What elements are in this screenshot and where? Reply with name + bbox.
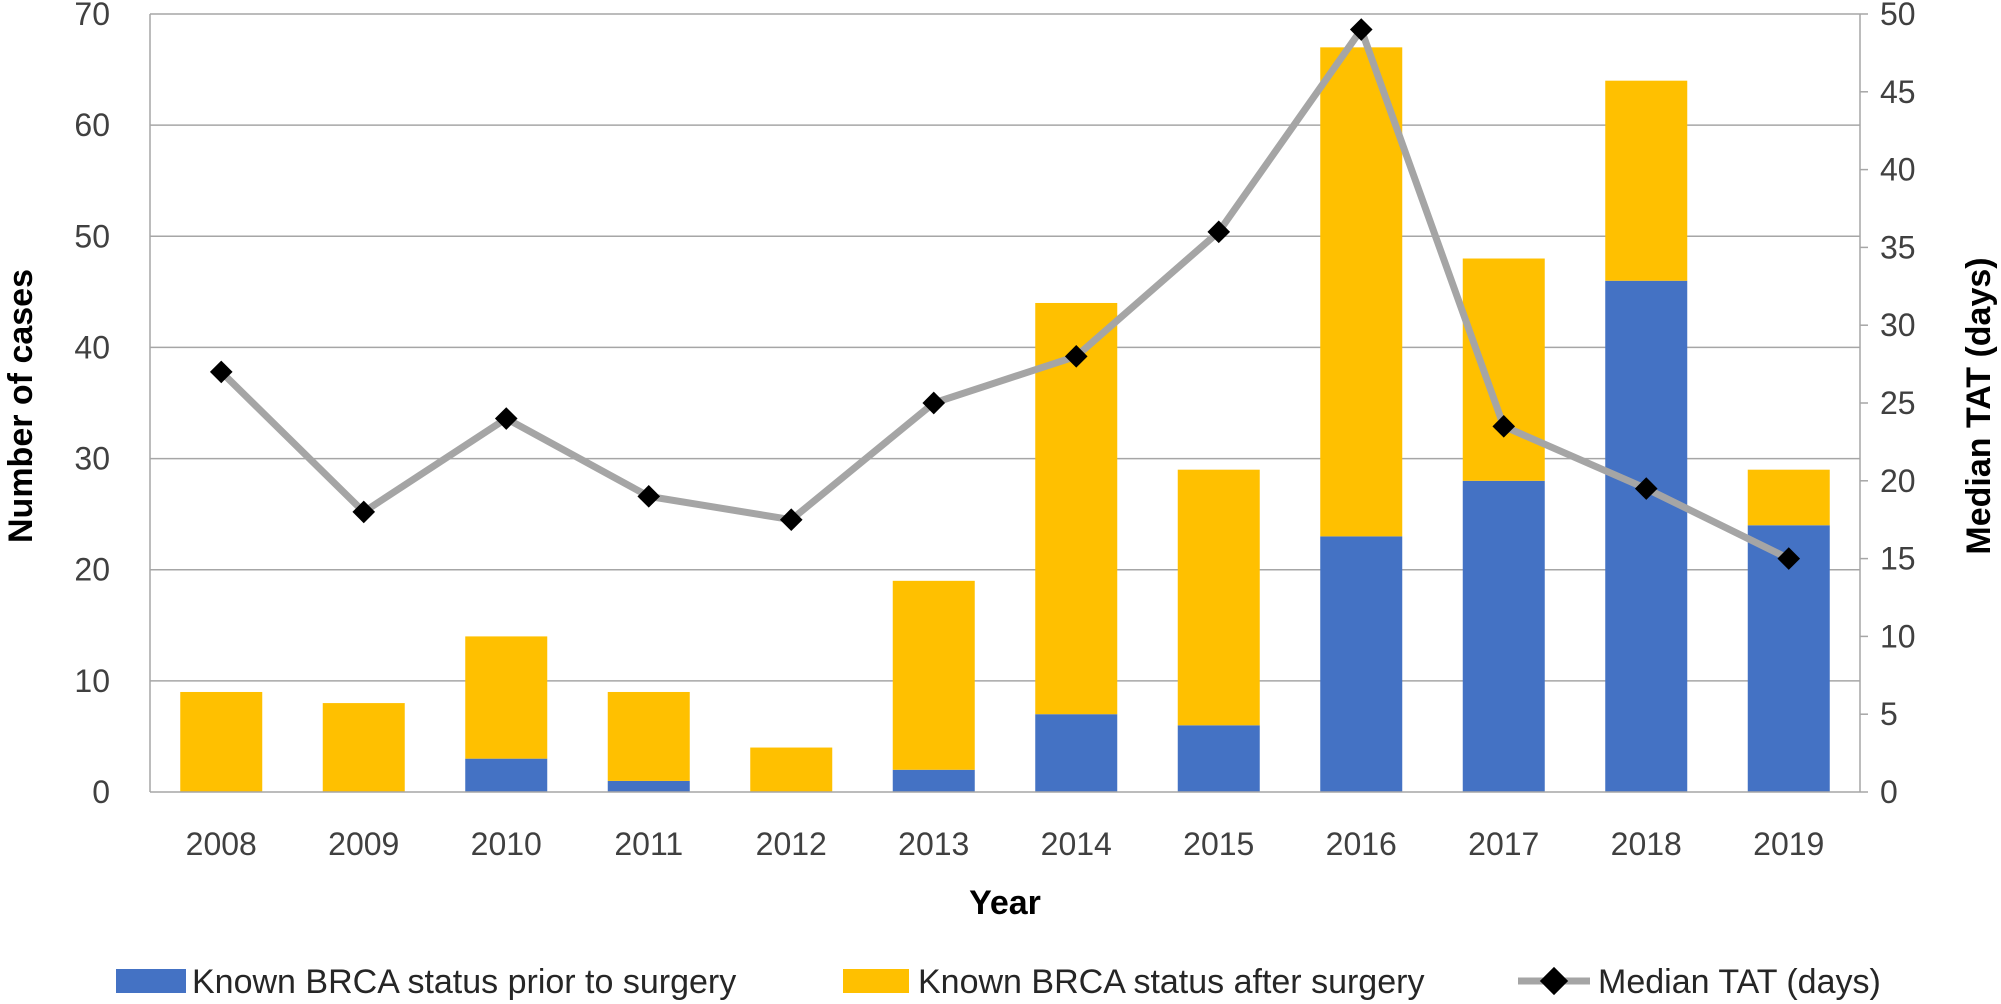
y2-tick-label: 15 [1880,541,1916,577]
legend-label-tat: Median TAT (days) [1598,963,1881,1001]
x-tick-label: 2015 [1183,826,1254,862]
bar-prior-surgery [465,758,548,792]
x-tick-label: 2009 [328,826,399,862]
bar-prior-surgery [892,769,975,792]
tat-marker [779,508,803,532]
bar-prior-surgery [1605,280,1688,792]
bar-after-surgery [1747,469,1830,526]
x-tick-label: 2012 [756,826,827,862]
y-tick-label: 0 [92,774,110,810]
x-tick-label: 2011 [614,826,683,862]
x-tick-label: 2014 [1041,826,1112,862]
tat-series-line [218,26,1791,562]
y-axis-title: Number of cases [2,269,40,543]
bar-prior-surgery [1320,536,1403,792]
bar-after-surgery [892,580,975,770]
tat-marker [1634,477,1658,500]
y2-tick-label: 30 [1880,307,1916,343]
y-tick-label: 30 [74,441,110,477]
x-tick-label: 2018 [1611,826,1682,862]
bar-prior-surgery [1177,725,1260,792]
x-axis-title: Year [969,884,1041,922]
axes [149,13,1868,793]
bar-after-surgery [1035,302,1118,715]
tick-labels: 0 10 20 30 40 50 60 70 0 5 10 15 20 25 30 35 40 45 50 2008 2… [74,0,1915,862]
y2-tick-label: 25 [1880,385,1916,421]
y2-tick-label: 40 [1880,152,1916,188]
y2-tick-label: 35 [1880,229,1916,265]
tat-marker [352,500,376,524]
tat-marker [1777,547,1801,570]
x-tick-label: 2016 [1326,826,1397,862]
gridlines [150,13,1860,682]
y2-tick-label: 10 [1880,618,1916,654]
x-tick-label: 2008 [186,826,257,862]
bar-after-surgery [750,747,833,792]
legend-label-prior: Known BRCA status prior to surgery [192,963,736,1001]
y-tick-label: 20 [74,552,110,588]
x-tick-label: 2013 [898,826,969,862]
bar-after-surgery [180,691,263,792]
x-tick-label: 2019 [1753,826,1824,862]
x-tick-label: 2010 [471,826,542,862]
y2-tick-label: 0 [1880,774,1898,810]
x-tick-label: 2017 [1468,826,1539,862]
bar-after-surgery [465,636,548,759]
bar-after-surgery [1462,258,1545,481]
y-tick-label: 50 [74,218,110,254]
bar-after-surgery [1605,80,1688,281]
tat-line [209,18,1801,570]
tat-marker [494,407,518,430]
bar-prior-surgery [1035,714,1118,792]
y-tick-label: 10 [74,663,110,699]
y-tick-label: 60 [74,107,110,143]
bar-after-surgery [322,703,405,792]
y2-axis-title: Median TAT (days) [1960,257,1998,554]
y-tick-label: 70 [74,0,110,32]
legend: Known BRCA status prior to surgery Known… [116,963,1881,1001]
legend-label-after: Known BRCA status after surgery [918,963,1424,1001]
legend-marker-tat [1539,966,1569,996]
y2-tick-label: 5 [1880,696,1898,732]
tat-marker [1064,345,1088,368]
legend-swatch-prior [116,969,186,993]
y2-tick-label: 45 [1880,74,1916,110]
bar-after-surgery [1320,47,1403,537]
tat-marker [637,485,661,508]
bar-after-surgery [607,691,690,781]
legend-swatch-after [843,969,909,993]
bar-prior-surgery [607,780,690,792]
bar-prior-surgery [1462,480,1545,792]
bar-after-surgery [1177,469,1260,726]
tat-marker [922,391,946,415]
y2-tick-label: 20 [1880,463,1916,499]
y-tick-label: 40 [74,329,110,365]
y2-tick-label: 50 [1880,0,1916,32]
tat-marker [1492,415,1516,438]
bars [180,47,1830,792]
